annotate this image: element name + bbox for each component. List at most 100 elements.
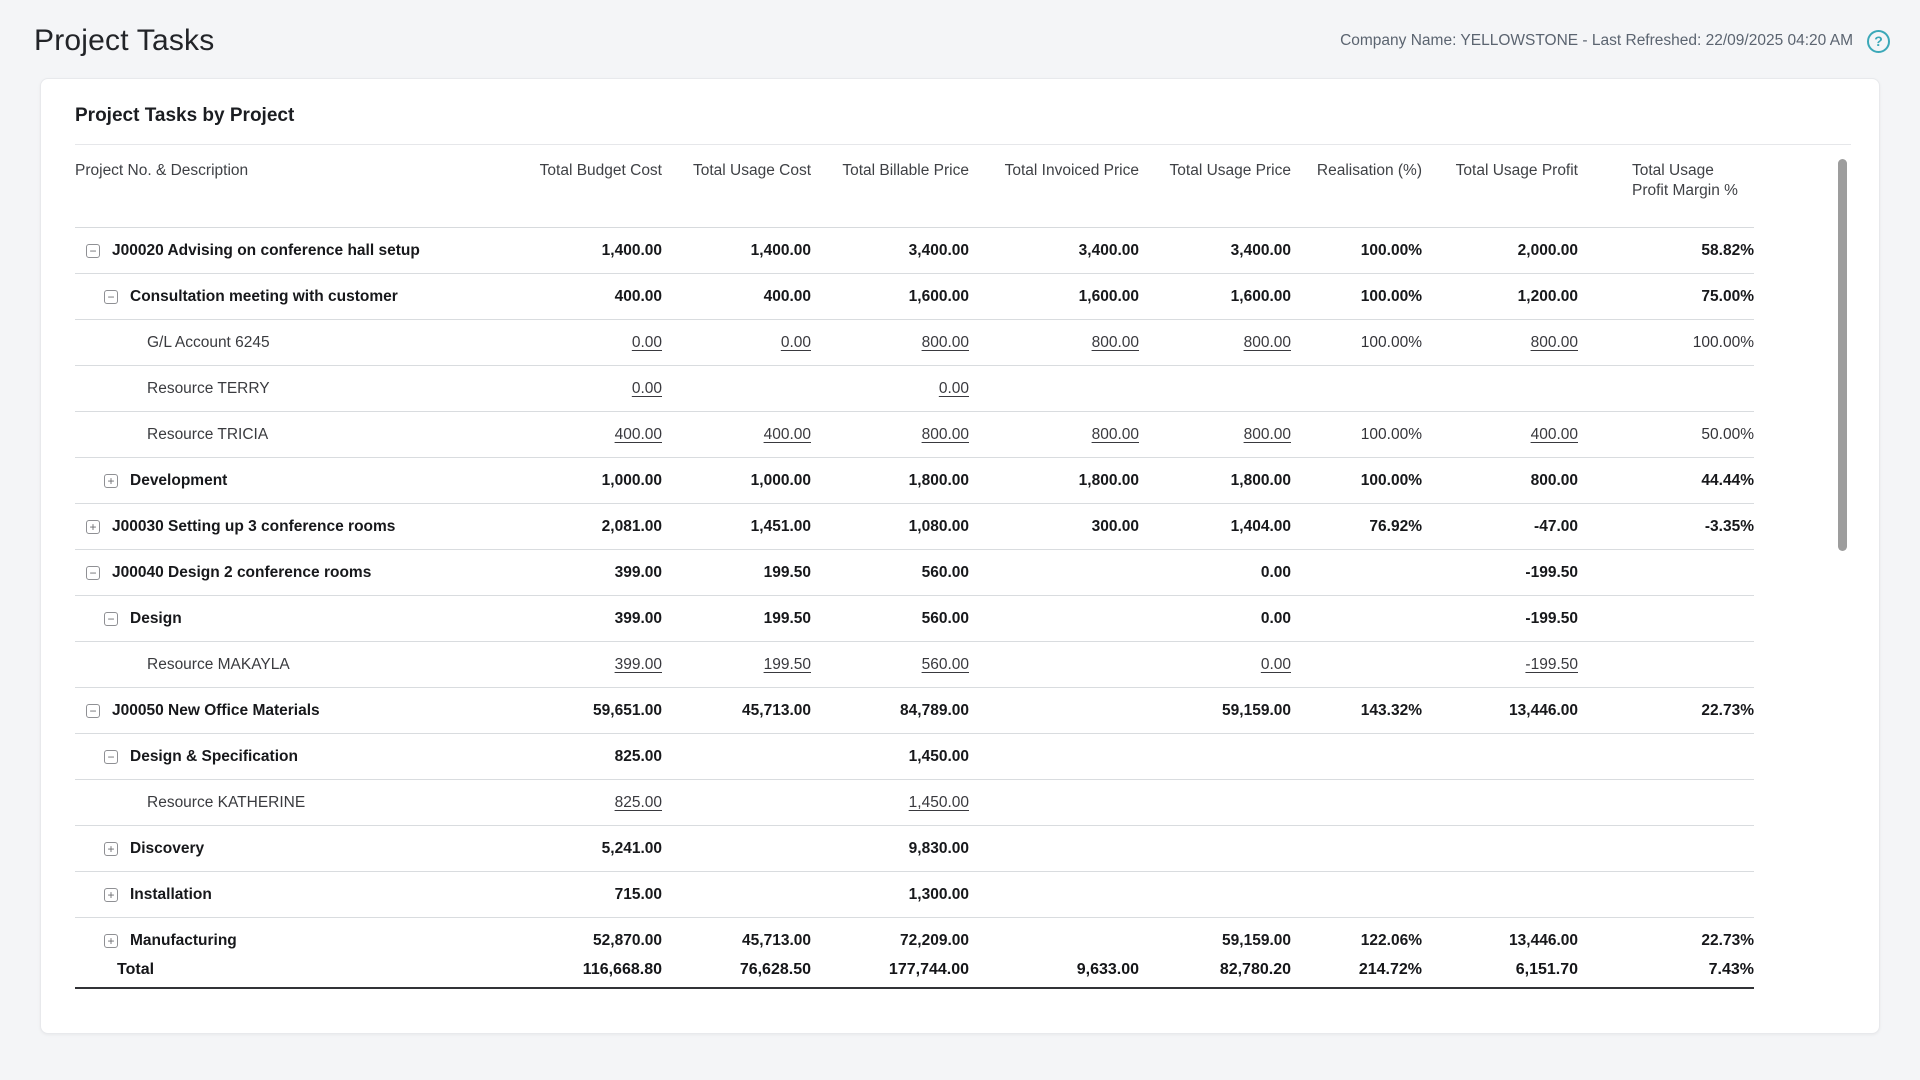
drill-link[interactable]: 199.50 — [763, 655, 811, 673]
table-row[interactable]: − J00040 Design 2 conference rooms 399.00 1… — [75, 550, 1754, 596]
expand-icon[interactable]: + — [86, 519, 100, 534]
cell-project-no-description: + Development — [75, 472, 465, 490]
cell-total-usage-price: 1,404.00 — [1230, 517, 1291, 535]
drill-link[interactable]: 800.00 — [921, 425, 969, 443]
drill-link[interactable]: 800.00 — [1091, 333, 1139, 351]
table-row[interactable]: − Consultation meeting with customer 400.0… — [75, 274, 1754, 320]
drill-link[interactable]: 560.00 — [921, 655, 969, 673]
table-row[interactable]: Resource TERRY 0.00 0.00 — [75, 366, 1754, 412]
cell-total-budget-cost: 0.00 — [465, 380, 662, 398]
cell-total-usage-cost: 199.50 — [763, 609, 811, 627]
cell-project-no-description: − J00050 New Office Materials — [75, 702, 465, 720]
cell-total-usage-profit-margin: 44.44% — [1701, 471, 1754, 489]
table-row[interactable]: Resource TRICIA 400.00 400.00 800.00 800.00 8… — [75, 412, 1754, 458]
drill-link[interactable]: 400.00 — [763, 425, 811, 443]
cell-realisation: 76.92% — [1369, 517, 1422, 535]
collapse-icon[interactable]: − — [86, 703, 100, 718]
table-row[interactable]: + Development 1,000.00 1,000.00 1,800.00 1,80… — [75, 458, 1754, 504]
page-title: Project Tasks — [34, 24, 215, 57]
cell-realisation: 100.00% — [1360, 425, 1422, 443]
cell-project-no-description: − J00020 Advising on conference hall setu… — [75, 242, 465, 260]
column-header-total-billable-price[interactable]: Total Billable Price — [842, 162, 969, 179]
expand-icon[interactable]: + — [104, 887, 118, 902]
cell-total-billable-price: 560.00 — [921, 563, 969, 581]
row-label: Design — [130, 609, 182, 627]
report-card: Project Tasks by Project Project No. & D… — [40, 78, 1880, 1034]
cell-total-budget-cost: 116,668.80 — [582, 961, 662, 978]
cell-total-usage-profit-margin: 22.73% — [1701, 701, 1754, 719]
cell-realisation: 143.32% — [1360, 701, 1422, 719]
table-row[interactable]: + Manufacturing 52,870.00 45,713.00 72,209.0… — [75, 918, 1754, 953]
collapse-icon[interactable]: − — [86, 565, 100, 580]
table-row[interactable]: − J00050 New Office Materials 59,651.00 45,… — [75, 688, 1754, 734]
cell-realisation: 100.00% — [1360, 241, 1422, 259]
drill-link[interactable]: 0.00 — [938, 379, 969, 397]
cell-total-usage-price: 800.00 — [1139, 426, 1291, 444]
table-row[interactable]: Resource MAKAYLA 399.00 199.50 560.00 0.00 -1… — [75, 642, 1754, 688]
collapse-icon[interactable]: − — [86, 243, 100, 258]
cell-project-no-description: − Consultation meeting with customer — [75, 288, 465, 306]
drill-link[interactable]: 400.00 — [1530, 425, 1578, 443]
cell-total-usage-profit: 6,151.70 — [1515, 961, 1578, 978]
cell-total-usage-cost: 400.00 — [763, 287, 811, 305]
column-header-project-no-description[interactable]: Project No. & Description — [75, 162, 249, 179]
drill-link[interactable]: 399.00 — [614, 655, 662, 673]
cell-total-usage-profit: -199.50 — [1525, 609, 1578, 627]
column-header-total-usage-cost[interactable]: Total Usage Cost — [692, 162, 811, 179]
table-row[interactable]: + J00030 Setting up 3 conference rooms 2,0… — [75, 504, 1754, 550]
table-row[interactable]: − Design & Specification 825.00 1,450.00 — [75, 734, 1754, 780]
table-header-row: Project No. & Description Total Budget Co… — [75, 161, 1754, 227]
cell-project-no-description: + Discovery — [75, 840, 465, 858]
column-header-total-usage-profit[interactable]: Total Usage Profit — [1455, 162, 1578, 179]
table-row[interactable]: − Design 399.00 199.50 560.00 0.00 -199.50 — [75, 596, 1754, 642]
table-body: − J00020 Advising on conference hall setu… — [75, 227, 1754, 953]
table-row[interactable]: + Installation 715.00 1,300.00 — [75, 872, 1754, 918]
vertical-scrollbar-thumb[interactable] — [1838, 159, 1847, 551]
table-row[interactable]: Resource KATHERINE 825.00 1,450.00 — [75, 780, 1754, 826]
cell-total-billable-price: 3,400.00 — [908, 241, 969, 259]
cell-total-budget-cost: 399.00 — [465, 656, 662, 674]
cell-total-budget-cost: 1,000.00 — [601, 471, 662, 489]
cell-project-no-description: G/L Account 6245 — [75, 334, 465, 352]
cell-total-budget-cost: 59,651.00 — [593, 701, 662, 719]
drill-link[interactable]: 800.00 — [1243, 425, 1291, 443]
row-label: J00040 Design 2 conference rooms — [112, 563, 372, 581]
drill-link[interactable]: 800.00 — [921, 333, 969, 351]
collapse-icon[interactable]: − — [104, 289, 118, 304]
row-label: Resource KATHERINE — [147, 793, 306, 811]
cell-realisation: 100.00% — [1360, 287, 1422, 305]
drill-link[interactable]: 825.00 — [614, 793, 662, 811]
column-header-total-usage-profit-margin[interactable]: Total Usage Profit Margin % — [1578, 161, 1754, 201]
collapse-icon[interactable]: − — [104, 611, 118, 626]
table-row[interactable]: + Discovery 5,241.00 9,830.00 — [75, 826, 1754, 872]
expand-icon[interactable]: + — [104, 933, 118, 948]
collapse-icon[interactable]: − — [104, 749, 118, 764]
drill-link[interactable]: 800.00 — [1091, 425, 1139, 443]
column-header-total-usage-price[interactable]: Total Usage Price — [1169, 162, 1291, 179]
cell-total-billable-price: 800.00 — [811, 426, 969, 444]
column-header-total-invoiced-price[interactable]: Total Invoiced Price — [1004, 162, 1139, 179]
cell-total-billable-price: 800.00 — [811, 334, 969, 352]
table-row[interactable]: − J00020 Advising on conference hall setu… — [75, 228, 1754, 274]
cell-total-billable-price: 1,080.00 — [908, 517, 969, 535]
drill-link[interactable]: 0.00 — [780, 333, 811, 351]
row-label: Resource TRICIA — [147, 425, 269, 443]
table-row[interactable]: G/L Account 6245 0.00 0.00 800.00 800.00 800.… — [75, 320, 1754, 366]
drill-link[interactable]: 1,450.00 — [908, 793, 969, 811]
column-header-total-budget-cost[interactable]: Total Budget Cost — [539, 162, 662, 179]
help-icon[interactable]: ? — [1867, 29, 1890, 53]
cell-total-budget-cost: 400.00 — [465, 426, 662, 444]
drill-link[interactable]: 0.00 — [1260, 655, 1291, 673]
expand-icon[interactable]: + — [104, 473, 118, 488]
drill-link[interactable]: 800.00 — [1530, 333, 1578, 351]
drill-link[interactable]: 400.00 — [614, 425, 662, 443]
cell-total-usage-price: 1,800.00 — [1230, 471, 1291, 489]
drill-link[interactable]: 800.00 — [1243, 333, 1291, 351]
drill-link[interactable]: 0.00 — [631, 379, 662, 397]
cell-total-billable-price: 1,800.00 — [908, 471, 969, 489]
expand-icon[interactable]: + — [104, 841, 118, 856]
table-total-row: Total 116,668.80 76,628.50 177,744.00 9,633.… — [75, 953, 1754, 989]
drill-link[interactable]: 0.00 — [631, 333, 662, 351]
drill-link[interactable]: -199.50 — [1525, 655, 1578, 673]
column-header-realisation[interactable]: Realisation (%) — [1316, 162, 1422, 179]
